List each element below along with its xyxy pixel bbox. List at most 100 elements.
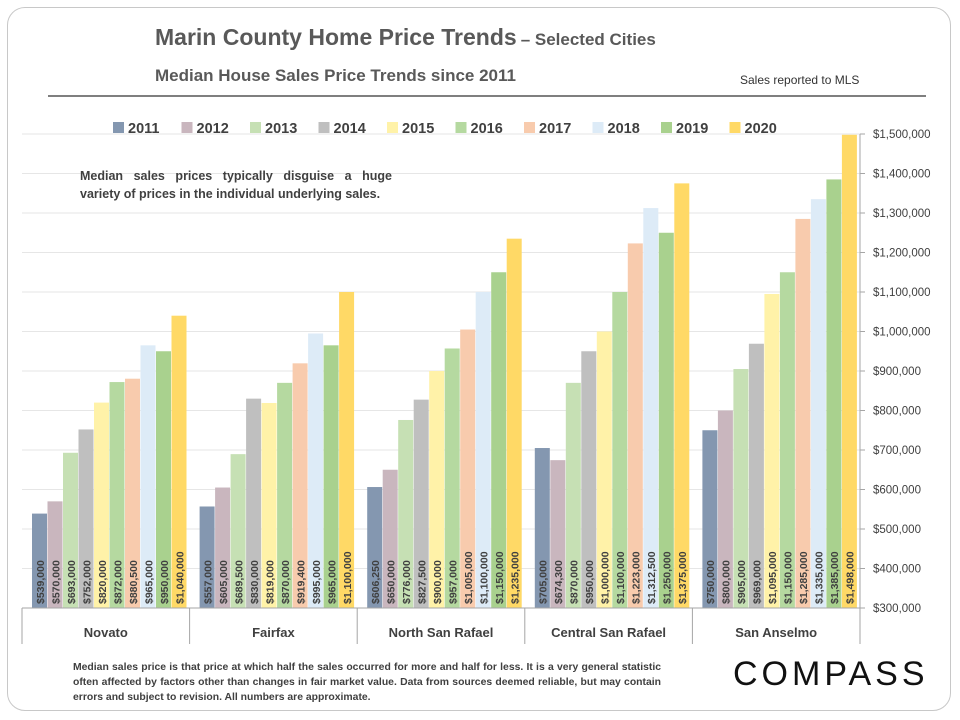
bar: [460, 329, 476, 608]
bar: [339, 292, 355, 608]
bar-value-label: $1,385,000: [829, 551, 841, 604]
bar-value-label: $820,000: [97, 560, 109, 604]
bar: [596, 331, 612, 608]
legend-swatch: [250, 122, 261, 133]
bar: [261, 402, 277, 608]
bar: [246, 398, 262, 608]
bar: [702, 430, 718, 608]
chart-frame: [7, 7, 951, 711]
bar-value-label: $900,000: [432, 560, 444, 604]
bar: [627, 243, 643, 609]
legend-label: 2016: [471, 121, 503, 137]
bar-value-label: $1,150,000: [783, 551, 795, 604]
legend-label: 2020: [745, 121, 777, 137]
bar-value-label: $606,250: [370, 560, 382, 604]
bar: [565, 382, 581, 608]
bar-value-label: $1,285,000: [798, 551, 810, 604]
bar: [323, 345, 339, 608]
bar: [534, 448, 550, 608]
legend-swatch: [729, 122, 741, 133]
bar-value-label: $800,000: [721, 560, 733, 604]
bar: [63, 452, 78, 608]
bar: [748, 343, 764, 608]
bar-value-label: $870,000: [280, 560, 292, 604]
bar: [643, 208, 659, 608]
y-tick-label: $500,000: [873, 524, 921, 536]
y-tick-label: $1,200,000: [873, 248, 931, 260]
bar-value-label: $870,000: [569, 560, 581, 604]
bar: [444, 348, 460, 608]
bar-value-label: $1,335,000: [814, 551, 826, 604]
legend-swatch: [592, 122, 604, 133]
bar-value-label: $1,223,000: [631, 551, 643, 604]
bar-value-label: $1,100,000: [615, 551, 627, 604]
bar-value-label: $776,000: [401, 560, 413, 604]
bar-value-label: $965,000: [143, 560, 155, 604]
bar-value-label: $830,000: [249, 560, 261, 604]
bar-value-label: $557,000: [202, 560, 214, 604]
bar-value-label: $872,000: [112, 560, 124, 604]
legend-label: 2013: [265, 121, 297, 137]
chart-title-suffix: – Selected Cities: [520, 30, 656, 49]
bar: [292, 363, 308, 608]
bar: [32, 513, 47, 608]
legend-label: 2015: [402, 121, 434, 137]
legend-swatch: [113, 122, 124, 133]
bar-value-label: $1,005,000: [463, 551, 475, 604]
bar: [398, 419, 414, 608]
bar: [810, 199, 826, 609]
bar-value-label: $1,150,000: [494, 551, 506, 604]
bar: [717, 410, 733, 608]
bar: [612, 292, 628, 608]
bar: [674, 183, 690, 608]
bar: [841, 134, 857, 609]
bar-value-label: $1,250,000: [662, 551, 674, 604]
bar-value-label: $750,000: [705, 560, 717, 604]
bar-value-label: $880,500: [128, 560, 140, 604]
bar: [733, 369, 749, 608]
bar: [308, 333, 324, 608]
bar: [125, 378, 140, 608]
legend-label: 2011: [128, 121, 159, 137]
bar: [156, 351, 171, 608]
legend-label: 2012: [197, 121, 229, 137]
category-label: San Anselmo: [735, 625, 817, 640]
y-tick-label: $300,000: [873, 603, 921, 615]
bar-value-label: $995,000: [311, 560, 323, 604]
bar-value-label: $905,000: [736, 560, 748, 604]
legend-swatch: [181, 122, 193, 133]
bar-value-label: $969,000: [752, 560, 764, 604]
y-tick-label: $700,000: [873, 445, 921, 457]
bar: [367, 487, 383, 608]
y-tick-label: $1,500,000: [873, 129, 931, 141]
footnote: Median sales price is that price at whic…: [73, 662, 661, 703]
bar: [109, 382, 125, 608]
bar-value-label: $1,235,000: [509, 551, 521, 604]
bar: [47, 501, 63, 608]
bar: [429, 371, 445, 608]
bar: [94, 402, 109, 608]
bar-value-label: $819,000: [264, 560, 276, 604]
bar-value-label: $705,000: [538, 560, 550, 604]
legend-label: 2014: [334, 121, 366, 137]
category-label: Central San Rafael: [551, 625, 666, 640]
legend-swatch: [524, 122, 535, 133]
bar-value-label: $693,000: [66, 560, 78, 604]
bar: [491, 272, 507, 608]
bar: [658, 232, 674, 608]
legend-swatch: [387, 122, 398, 133]
bar: [826, 179, 842, 609]
bar: [171, 315, 187, 608]
bar-value-label: $957,000: [447, 560, 459, 604]
bar-value-label: $1,100,000: [342, 551, 354, 604]
bar: [795, 218, 811, 609]
chart-annotation: Median sales prices typically disguise a…: [80, 169, 392, 201]
bar: [581, 351, 597, 608]
bar-value-label: $605,000: [218, 560, 230, 604]
bar: [140, 345, 156, 608]
bar: [215, 487, 231, 608]
y-tick-label: $1,400,000: [873, 169, 931, 181]
category-label: Fairfax: [252, 625, 295, 640]
bar-value-label: $950,000: [584, 560, 596, 604]
category-label: North San Rafael: [389, 625, 494, 640]
